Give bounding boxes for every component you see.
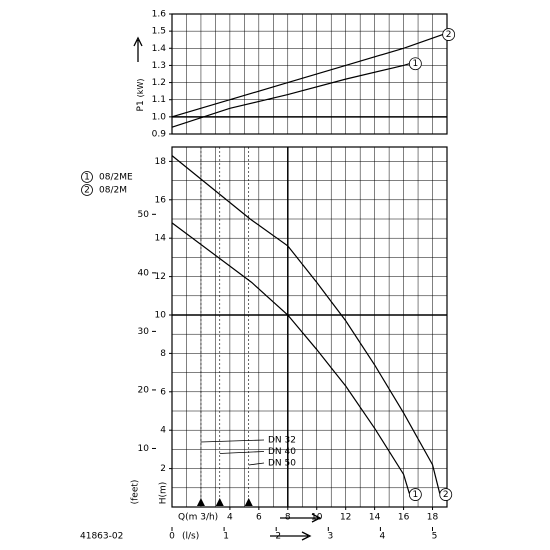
curve-tag: 2	[443, 490, 449, 500]
y-tick-label: 10	[155, 311, 167, 321]
y2-tick-label: 10	[138, 444, 150, 454]
figure-code: 41863-02	[80, 532, 123, 542]
legend-tag: 2	[84, 186, 90, 196]
x-tick-label: 14	[369, 513, 381, 523]
x2-tick-label: 1	[223, 532, 229, 542]
y-tick-label: 12	[155, 272, 166, 282]
y-tick-label: 14	[155, 234, 167, 244]
x2-tick-label: 5	[432, 532, 438, 542]
y-tick-label: 1.0	[152, 112, 167, 122]
x-tick-label: 10	[311, 513, 323, 523]
y-tick-label: 1.2	[152, 78, 166, 88]
curve-tag-circle	[442, 28, 456, 41]
marker-triangle	[196, 498, 205, 506]
y-tick-label: 0.9	[152, 130, 167, 140]
plot-frame	[171, 13, 448, 135]
legend-label: 08/2ME	[99, 173, 133, 183]
curve-tag: 1	[413, 59, 419, 69]
curve	[171, 63, 410, 128]
curve-tag: 2	[446, 30, 452, 40]
y2-tick-label: 20	[138, 385, 150, 395]
x2-axis-label: (l/s)	[182, 532, 199, 542]
curve-tag: 1	[413, 490, 419, 500]
y-tick-label: 1.3	[152, 61, 166, 71]
curve-tag-circle	[408, 57, 422, 71]
y-tick-label: 18	[155, 157, 167, 167]
x-tick-label: 18	[427, 513, 439, 523]
y-tick-label: 1.6	[152, 10, 167, 20]
legend-tag: 1	[84, 173, 90, 183]
marker-leader	[248, 462, 265, 466]
y-tick-label: 1.5	[152, 27, 166, 37]
y-tick-label: 1.1	[152, 95, 166, 105]
x2-tick-label: 0	[169, 532, 175, 542]
y-tick-label: 16	[155, 195, 167, 205]
curve	[171, 222, 410, 494]
y2-tick-label: 40	[138, 268, 150, 278]
marker-label: DN 40	[268, 447, 296, 457]
y-label-main: P1	[136, 100, 146, 111]
x-tick-label: 12	[340, 513, 351, 523]
curve-tag-circle	[408, 488, 422, 501]
y2-tick-label: 50	[138, 210, 150, 220]
marker-label: DN 32	[268, 436, 296, 446]
legend-tag-circle	[81, 171, 93, 183]
x-tick-label: 8	[285, 513, 291, 523]
x2-tick-label: 4	[380, 532, 386, 542]
x2-arrow	[270, 531, 312, 541]
marker-leader	[219, 451, 265, 454]
x-tick-label: 4	[227, 513, 233, 523]
marker-triangle	[215, 498, 224, 506]
marker-label: DN 50	[268, 459, 296, 469]
y-tick-label: 4	[160, 426, 166, 436]
x-arrow	[280, 513, 322, 523]
marker-triangle	[244, 498, 253, 506]
curve	[171, 34, 443, 118]
x2-tick-label: 3	[327, 532, 333, 542]
x-axis-label: Q(m 3/h)	[178, 513, 218, 523]
y-tick-label: 6	[160, 387, 166, 397]
x2-tick-label: 2	[275, 532, 281, 542]
y2-axis-label: (feet)	[131, 480, 141, 505]
y-label-unit: (kW)	[136, 79, 145, 98]
y-arrow	[133, 36, 143, 62]
y-tick-label: 1.4	[152, 44, 167, 54]
y2-tick-label: 30	[138, 327, 150, 337]
x-tick-label: 6	[256, 513, 262, 523]
curve	[171, 155, 441, 494]
legend-tag-circle	[81, 184, 93, 196]
plot-frame	[171, 146, 448, 508]
curve-tag-circle	[439, 488, 453, 501]
marker-leader	[200, 439, 265, 443]
legend-label: 08/2M	[99, 186, 127, 196]
y-tick-label: 2	[160, 464, 166, 474]
x-tick-label: 16	[398, 513, 410, 523]
y-tick-label: 8	[160, 349, 166, 359]
y-axis-label: H(m)	[159, 482, 169, 505]
y-axis-label: P1 (kW)	[136, 79, 146, 112]
